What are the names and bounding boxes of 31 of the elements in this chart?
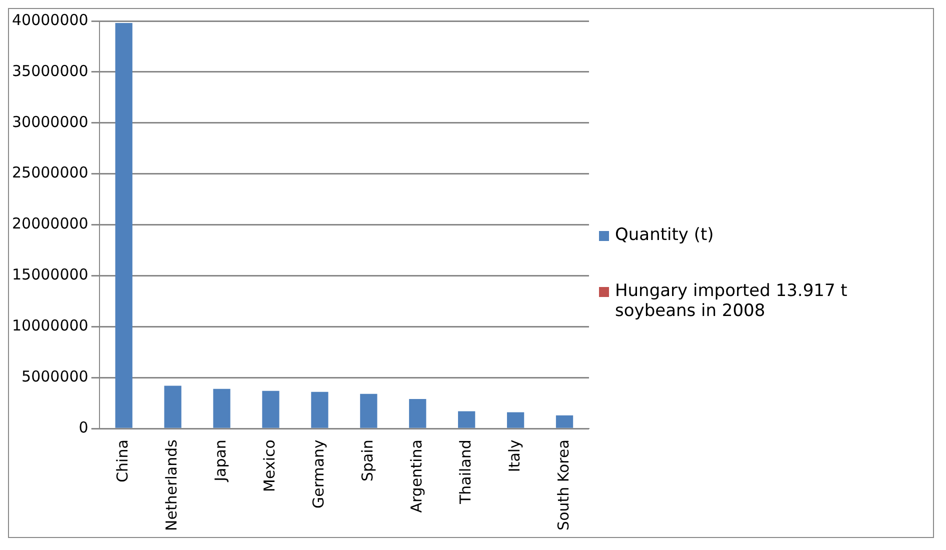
y-tick-label: 0 — [78, 418, 88, 436]
x-tick-label: Thailand — [456, 440, 474, 505]
x-tick-label: South Korea — [554, 440, 572, 530]
bar — [213, 388, 230, 428]
x-tick-label: Germany — [310, 439, 328, 509]
bar — [164, 386, 182, 428]
bar — [556, 415, 574, 428]
y-tick-label: 40000000 — [12, 10, 88, 29]
x-tick-label: Italy — [505, 439, 524, 472]
y-tick-label: 30000000 — [12, 112, 88, 131]
bar — [409, 399, 426, 428]
x-tick-label: Spain — [358, 440, 377, 482]
y-tick-label: 10000000 — [12, 316, 88, 335]
y-tick-label: 35000000 — [12, 62, 88, 80]
y-tick-label: 25000000 — [12, 164, 88, 182]
legend-label: Quantity (t) — [615, 225, 714, 245]
bar — [115, 23, 132, 428]
bar — [262, 390, 280, 428]
legend-label: Hungary imported 13.917 t soybeans in 2008 — [615, 281, 848, 321]
bar — [458, 411, 476, 428]
y-tick-label: 5000000 — [22, 368, 88, 386]
x-tick-label: Mexico — [260, 440, 279, 492]
y-tick-label: 15000000 — [12, 266, 88, 284]
bar — [311, 392, 328, 428]
x-tick-label: Netherlands — [162, 439, 181, 531]
bar — [360, 394, 378, 428]
x-tick-label: China — [114, 440, 132, 482]
y-tick-label: 20000000 — [12, 214, 88, 233]
x-tick-label: Japan — [212, 440, 230, 482]
x-tick-label: Argentina — [408, 440, 426, 513]
bar — [506, 412, 524, 428]
